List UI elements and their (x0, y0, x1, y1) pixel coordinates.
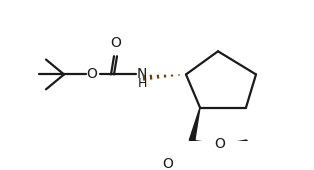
Text: N: N (137, 67, 147, 81)
Text: H: H (137, 77, 147, 90)
Text: O: O (87, 67, 97, 81)
Polygon shape (189, 107, 200, 141)
Text: O: O (214, 137, 225, 151)
Text: O: O (111, 36, 122, 50)
Text: O: O (163, 157, 173, 170)
